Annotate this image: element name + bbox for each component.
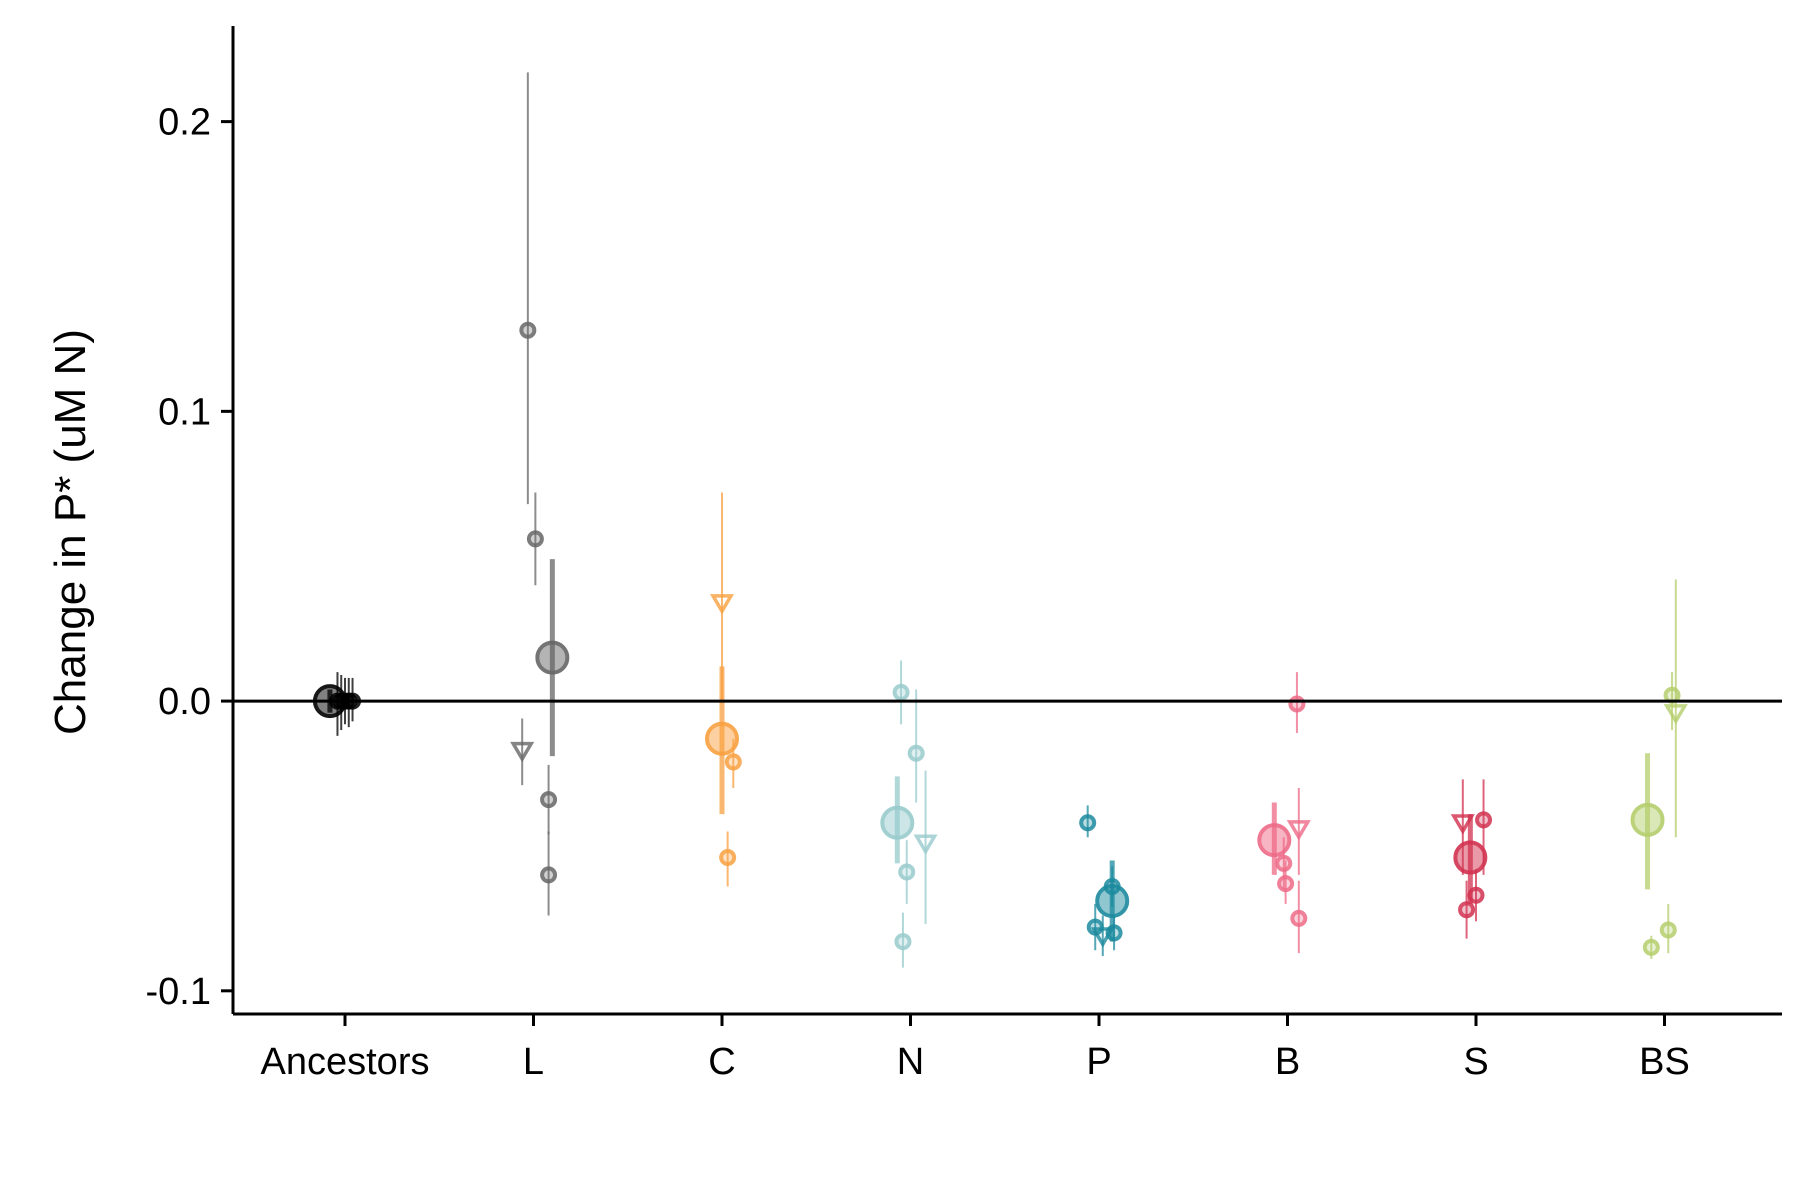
mean-point <box>1453 840 1488 875</box>
data-point <box>1458 901 1476 919</box>
data-point <box>1079 814 1097 832</box>
data-point <box>907 744 925 762</box>
data-point <box>1659 921 1677 939</box>
mean-point <box>1630 802 1665 837</box>
x-tick-label: N <box>897 1041 924 1083</box>
data-point <box>898 863 916 881</box>
x-tick-label: S <box>1463 1041 1488 1083</box>
x-tick-label: BS <box>1639 1041 1690 1083</box>
data-point <box>1288 695 1306 713</box>
x-axis-ticks: Ancestors L C N P B S BS <box>261 1014 1690 1083</box>
data-point <box>1642 938 1660 956</box>
x-tick-label: C <box>708 1041 735 1083</box>
y-tick-label: 0.2 <box>158 102 211 144</box>
x-tick-label: B <box>1275 1041 1300 1083</box>
data-point-triangle <box>510 741 535 763</box>
mean-point <box>705 721 739 756</box>
data-point <box>519 321 537 339</box>
x-tick-label: L <box>523 1041 544 1083</box>
series-l <box>510 72 570 916</box>
y-axis-title: Change in P* (uM N) <box>46 329 95 735</box>
mean-point <box>1257 823 1292 858</box>
data-point-triangle <box>1286 820 1311 841</box>
series-s <box>1450 779 1493 939</box>
data-point <box>540 866 558 884</box>
series-bs <box>1630 579 1688 959</box>
mean-point <box>535 640 570 675</box>
data-point <box>894 933 912 951</box>
series-ancestors <box>312 672 362 736</box>
data-point <box>892 683 910 701</box>
chart-marks <box>312 72 1688 968</box>
data-point-triangle <box>1450 814 1475 835</box>
data-point <box>724 753 742 771</box>
y-tick-label: -0.1 <box>146 971 211 1013</box>
series-c <box>705 492 742 887</box>
y-tick-label: 0.1 <box>158 391 211 433</box>
mean-point <box>880 805 915 840</box>
data-point <box>540 791 558 809</box>
data-point-triangle <box>1663 704 1688 725</box>
data-point <box>1277 875 1295 893</box>
data-point-triangle <box>709 594 735 615</box>
x-tick-label: Ancestors <box>261 1041 430 1083</box>
data-point <box>1290 909 1308 927</box>
data-point <box>1475 811 1493 829</box>
series-b <box>1257 672 1311 954</box>
series-p <box>1079 805 1130 957</box>
data-point-triangle <box>913 834 938 856</box>
data-point <box>1275 854 1293 872</box>
series-n <box>880 660 938 968</box>
y-axis-ticks: -0.1 0.0 0.1 0.2 <box>146 102 233 1013</box>
mean-point <box>1095 884 1130 919</box>
data-point <box>526 530 544 548</box>
data-point <box>719 849 737 867</box>
x-tick-label: P <box>1086 1041 1111 1083</box>
y-tick-label: 0.0 <box>158 681 211 723</box>
